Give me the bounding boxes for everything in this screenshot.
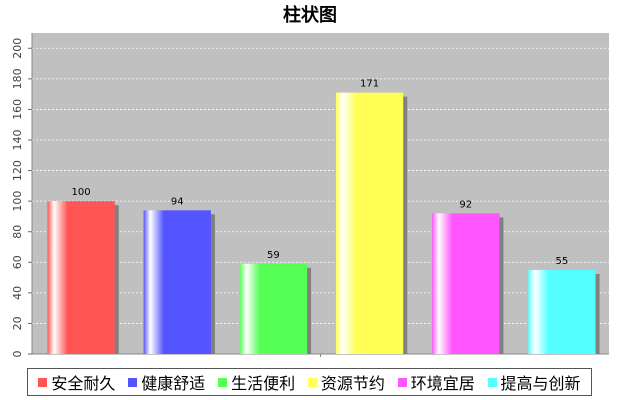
bar-value-label: 92: [459, 199, 472, 210]
bar: [239, 263, 308, 354]
legend-label: 提高与创新: [500, 374, 581, 393]
y-tick-label: 40: [11, 286, 24, 300]
legend-item: 生活便利: [218, 370, 295, 394]
bar-value-label: 55: [556, 256, 569, 267]
legend-label: 安全耐久: [51, 374, 116, 393]
y-tick-label: 120: [11, 160, 24, 181]
legend-label: 环境宜居: [410, 374, 475, 393]
y-tick-label: 100: [11, 191, 24, 212]
legend-swatch: [487, 377, 497, 387]
legend-swatch: [218, 377, 228, 387]
bar-value-label: 100: [72, 187, 91, 198]
bar-value-label: 94: [171, 196, 184, 207]
legend-item: 安全耐久: [38, 370, 115, 394]
legend-item: 健康舒适: [128, 370, 205, 394]
chart-title: 柱状图: [283, 5, 337, 26]
bar: [432, 213, 500, 354]
y-tick-label: 200: [11, 38, 24, 59]
legend-label: 生活便利: [231, 374, 296, 393]
bar: [47, 201, 115, 354]
legend-item: 提高与创新: [487, 370, 581, 394]
y-tick-label: 160: [11, 99, 24, 120]
y-tick-label: 140: [11, 130, 24, 151]
bar: [335, 92, 404, 354]
bar: [143, 210, 211, 354]
y-tick-label: 180: [11, 68, 24, 89]
legend-item: 环境宜居: [397, 370, 475, 394]
y-tick-label: 80: [11, 225, 24, 239]
legend-swatch: [128, 377, 138, 387]
legend-swatch: [307, 377, 317, 387]
bar-value-label: 59: [267, 250, 280, 261]
legend-label: 资源节约: [320, 374, 385, 393]
bar-value-label: 171: [360, 79, 379, 90]
plot-background: [32, 33, 609, 354]
y-tick-label: 0: [11, 351, 24, 358]
bar: [528, 269, 596, 354]
y-tick-label: 60: [11, 255, 24, 269]
legend-swatch: [397, 377, 407, 387]
chart-legend: 安全耐久 健康舒适 生活便利 资源节约 环境宜居 提高与创新: [27, 368, 592, 396]
y-tick-label: 20: [11, 316, 24, 330]
legend-item: 资源节约: [307, 370, 385, 394]
legend-label: 健康舒适: [141, 374, 206, 393]
legend-swatch: [38, 377, 48, 387]
